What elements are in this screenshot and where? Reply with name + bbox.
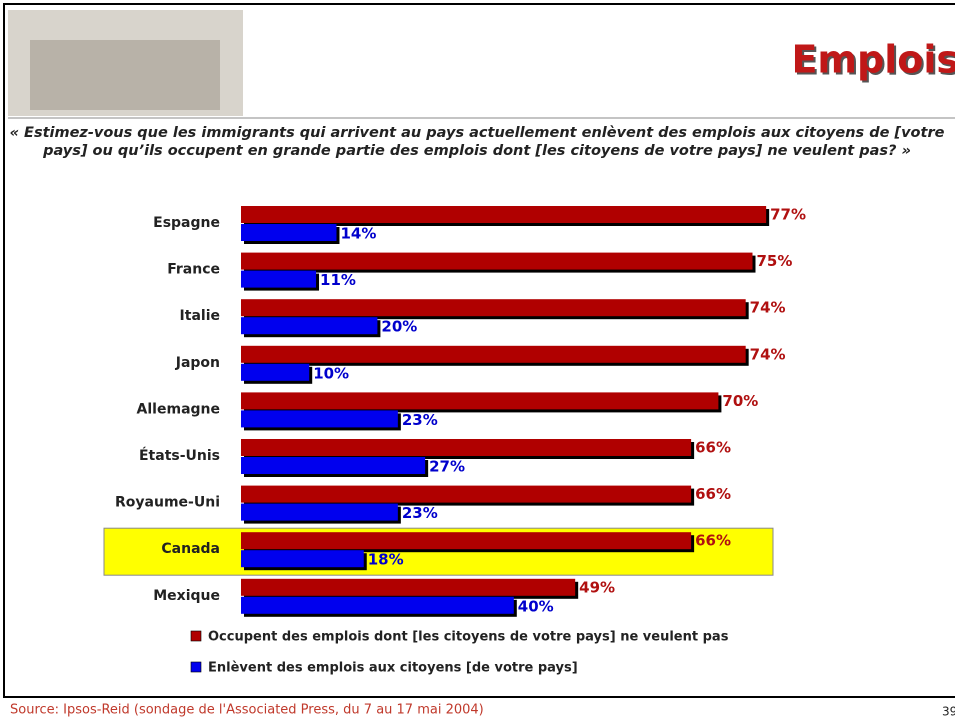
frame [3,3,955,698]
bar [241,224,337,241]
bar [241,596,514,614]
value-label: 66% [695,532,731,550]
bar [241,410,398,428]
value-label: 11% [320,271,356,289]
value-label: 77% [770,206,806,224]
legend-swatch [190,630,202,642]
legend-label: Occupent des emplois dont [les citoyens … [208,630,729,645]
value-label: 27% [429,458,465,476]
category-label: Italie [180,308,220,324]
category-label: Royaume-Uni [115,495,220,511]
bar [241,345,746,363]
category-label: Mexique [153,588,220,604]
value-label: 10% [313,364,349,382]
value-label: 66% [695,439,731,457]
legend-label: Enlèvent des emplois aux citoyens [de vo… [208,661,578,676]
bar [241,485,692,503]
bar [241,550,364,568]
bar [241,206,767,223]
bar [241,457,426,474]
bar [241,317,378,335]
category-label: Espagne [153,215,220,231]
bar [241,363,310,381]
bar [241,392,719,410]
value-label: 18% [368,551,404,569]
bar [241,532,692,550]
category-label: Japon [175,355,220,371]
category-label: France [167,262,220,278]
value-label: 20% [381,318,417,336]
value-label: 74% [750,299,786,317]
header-photo-building [30,40,220,110]
value-label: 14% [340,225,376,243]
bar [241,503,398,521]
title-shadow: Emplois [793,40,955,84]
page-number: 39 [942,705,955,719]
bar [241,299,746,317]
chart-title: Emplois [791,38,955,82]
bar [241,578,576,596]
value-label: 23% [402,411,438,429]
question: « Estimez-vous que les immigrants qui ar… [9,125,945,159]
value-label: 74% [750,345,786,363]
value-label: 49% [579,578,615,596]
legend-swatch [190,661,202,673]
value-label: 23% [402,504,438,522]
bar [241,439,692,456]
value-label: 70% [722,392,758,410]
bar [241,252,753,270]
value-label: 66% [695,485,731,503]
value-label: 75% [757,252,793,270]
category-label: Allemagne [137,401,220,417]
value-label: 40% [518,597,554,615]
category-label: États-Unis [139,447,220,464]
source: Source: Ipsos-Reid (sondage de l'Associa… [10,703,484,718]
category-label: Canada [161,541,220,557]
bar [241,270,317,288]
